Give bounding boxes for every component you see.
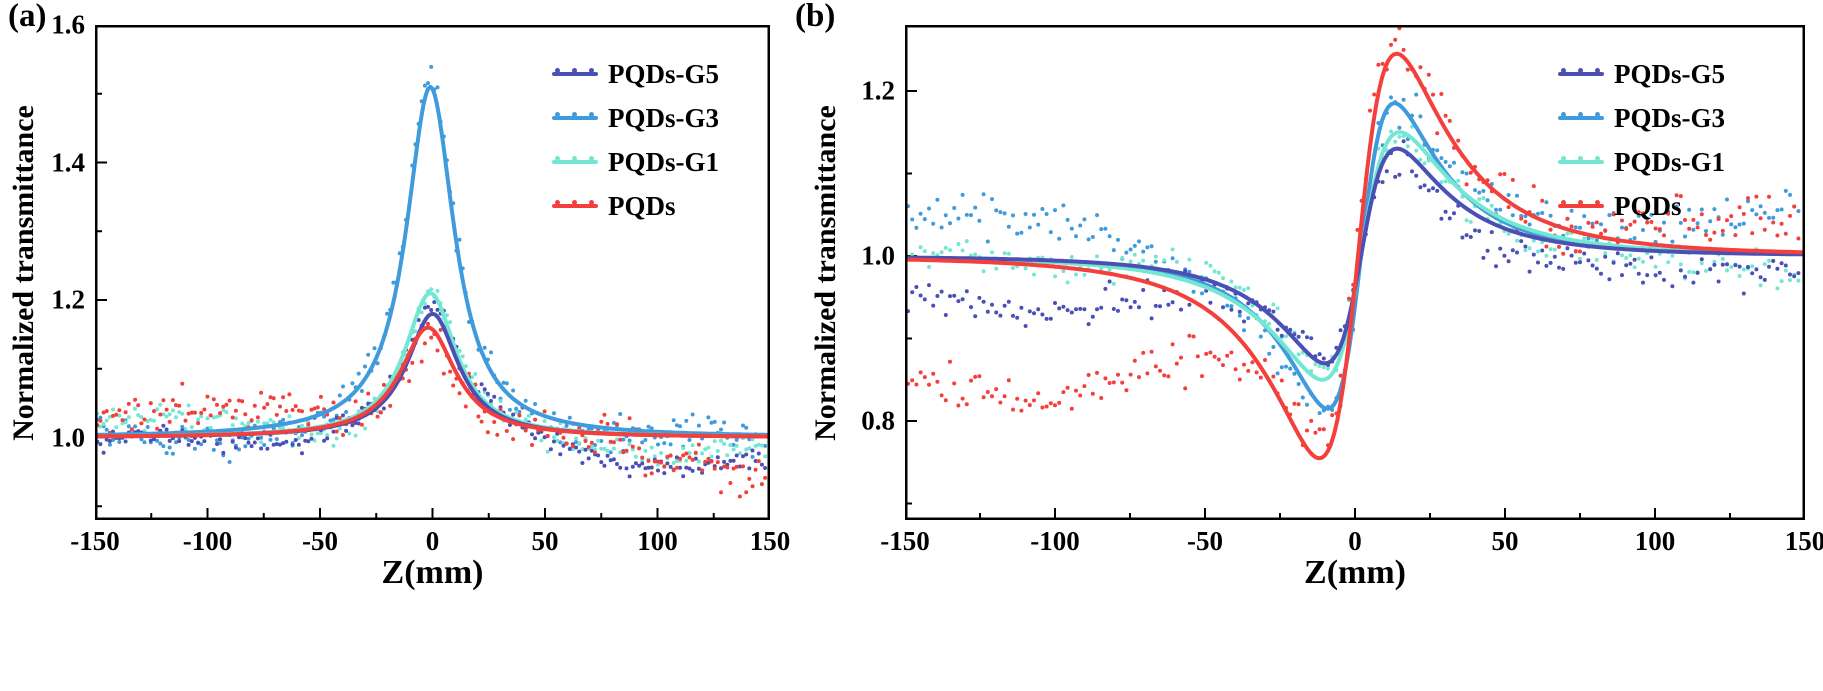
panel-b-xtick--100: -100 (1030, 526, 1080, 556)
legend-marker-pqds-g1 (552, 155, 598, 169)
panel-b-xtick--150: -150 (880, 526, 930, 556)
legend-dot-swatch (572, 199, 577, 205)
legend-line-swatch (1558, 160, 1604, 164)
fit-line-pqds-g3 (95, 84, 770, 437)
legend-dot-swatch (555, 67, 560, 73)
panel-b-ytick-0.8: 0.8 (861, 405, 895, 436)
legend-dot-swatch (1595, 111, 1600, 117)
panel-a-xtick--50: -50 (302, 526, 338, 556)
legend-dot-swatch (1578, 199, 1583, 205)
legend-line-swatch (552, 116, 598, 120)
fit-line-pqds (95, 325, 770, 439)
scatter-pqds-g1 (95, 287, 768, 468)
legend-line-swatch (552, 204, 598, 208)
legend-dot-swatch (1561, 67, 1566, 73)
legend-label: PQDs-G1 (608, 146, 719, 177)
panel-a-xtick-0: 0 (425, 526, 440, 556)
panel-a-ytick-1.2: 1.2 (51, 284, 85, 315)
panel-a-label: (a) (8, 0, 47, 34)
legend-dot-swatch (1595, 155, 1600, 161)
legend-dot-swatch (1578, 67, 1583, 73)
panel-b-xtick-100: 100 (1634, 526, 1676, 556)
fit-line-pqds (905, 51, 1805, 461)
panel-a-xtick-100: 100 (637, 526, 678, 556)
legend-dot-swatch (1561, 155, 1566, 161)
panel-a-ytick-1.6: 1.6 (51, 9, 85, 40)
legend-item-pqds-g1: PQDs-G1 (1558, 140, 1725, 184)
legend-dot-swatch (1578, 155, 1583, 161)
legend-dot-swatch (555, 111, 560, 117)
legend-dot-swatch (1561, 111, 1566, 117)
axes-frame (905, 25, 1805, 520)
legend-item-pqds-g3: PQDs-G3 (1558, 96, 1725, 140)
legend-label: PQDs-G5 (1614, 58, 1725, 89)
panel-a-xtick-50: 50 (531, 526, 559, 556)
legend-item-pqds-g1: PQDs-G1 (552, 140, 719, 184)
legend-label: PQDs-G3 (1614, 102, 1725, 133)
legend-dot-swatch (1595, 199, 1600, 205)
panel-b-xtick-0: 0 (1348, 526, 1362, 556)
legend-dot-swatch (589, 199, 594, 205)
panel-a-xaxis-title: Z(mm) (381, 554, 484, 591)
legend-label: PQDs-G5 (608, 58, 719, 89)
panel-b-yaxis-title: Normalized transmittance (809, 104, 842, 441)
panel-b-label: (b) (795, 0, 836, 34)
panel-a-plot-area (95, 25, 770, 520)
legend-label: PQDs-G3 (608, 102, 719, 133)
legend-dot-swatch (589, 67, 594, 73)
legend-dot-swatch (572, 155, 577, 161)
panel-b-ytick-1: 1.0 (861, 240, 895, 271)
legend-marker-pqds (1558, 199, 1604, 213)
panel-b-xtick-50: 50 (1491, 526, 1519, 556)
panel-b-xtick-150: 150 (1784, 526, 1823, 556)
legend-marker-pqds (552, 199, 598, 213)
legend-marker-pqds-g5 (1558, 67, 1604, 81)
panel-a-ytick-1: 1.0 (51, 422, 85, 452)
legend-dot-swatch (1561, 199, 1566, 205)
panel-a-xtick-150: 150 (749, 526, 791, 556)
legend-item-pqds: PQDs (1558, 184, 1682, 228)
legend-line-swatch (1558, 116, 1604, 120)
legend-dot-swatch (1578, 111, 1583, 117)
legend-item-pqds: PQDs (552, 184, 676, 228)
legend-dot-swatch (572, 67, 577, 73)
legend-line-swatch (552, 72, 598, 76)
legend-label: PQDs-G1 (1614, 146, 1725, 177)
legend-line-swatch (1558, 204, 1604, 208)
panel-a-ytick-1.4: 1.4 (51, 147, 85, 177)
legend-label: PQDs (1614, 190, 1682, 221)
panel-b-xtick--50: -50 (1187, 526, 1223, 556)
legend-line-swatch (1558, 72, 1604, 76)
axes-frame (95, 25, 770, 520)
legend-dot-swatch (572, 111, 577, 117)
legend-line-swatch (552, 160, 598, 164)
panel-b-xaxis-title: Z(mm) (1304, 554, 1406, 591)
legend-item-pqds-g5: PQDs-G5 (552, 52, 719, 96)
legend-marker-pqds-g5 (552, 67, 598, 81)
panel-b-plot-area (905, 25, 1805, 520)
legend-item-pqds-g3: PQDs-G3 (552, 96, 719, 140)
legend-dot-swatch (589, 155, 594, 161)
legend-marker-pqds-g3 (1558, 111, 1604, 125)
legend-marker-pqds-g3 (552, 111, 598, 125)
legend-dot-swatch (555, 199, 560, 205)
legend-label: PQDs (608, 190, 676, 221)
legend-dot-swatch (589, 111, 594, 117)
panel-b-ytick-1.2: 1.2 (861, 75, 895, 106)
legend-dot-swatch (1595, 67, 1600, 73)
legend-marker-pqds-g1 (1558, 155, 1604, 169)
legend-item-pqds-g5: PQDs-G5 (1558, 52, 1725, 96)
legend-dot-swatch (555, 155, 560, 161)
panel-a-xtick--100: -100 (182, 526, 233, 556)
panel-a-xtick--150: -150 (70, 526, 120, 556)
